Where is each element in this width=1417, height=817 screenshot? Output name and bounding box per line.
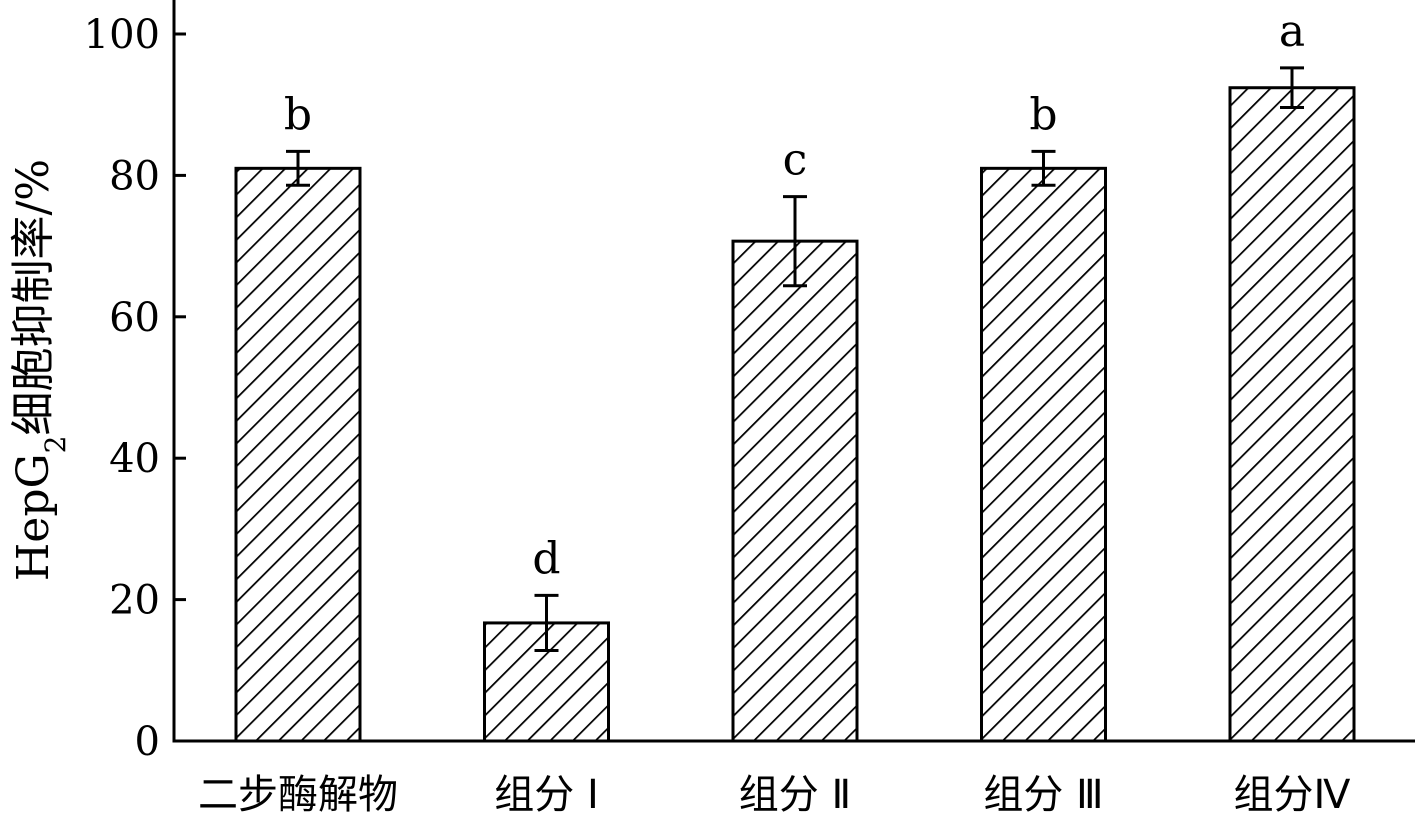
- y-axis-label-rest: 细胞抑制率/%: [8, 159, 59, 436]
- y-axis-label: HepG2细胞抑制率/%: [8, 159, 72, 581]
- labels: b 二步酶解物 d 组分 Ⅰ c 组分 Ⅱ b 组分 Ⅲ a 组分Ⅳ: [198, 6, 1351, 817]
- significance-label: b: [284, 89, 312, 140]
- x-category-label: 二步酶解物: [198, 772, 398, 817]
- y-axis-label-main: HepG: [8, 453, 59, 581]
- y-axis-label-subscript: 2: [39, 436, 72, 454]
- significance-label: b: [1029, 89, 1057, 140]
- y-tick-label: 0: [135, 719, 160, 765]
- bar: [980, 166, 1107, 743]
- significance-label: c: [783, 135, 808, 186]
- y-tick-label: 40: [109, 436, 160, 482]
- bar: [234, 166, 362, 743]
- x-category-label: 组分 Ⅱ: [739, 772, 851, 817]
- significance-label: a: [1279, 6, 1305, 57]
- axes: 0 20 40 60 80 100: [84, 0, 1415, 765]
- x-category-label: 组分 Ⅲ: [983, 772, 1103, 817]
- bar: [1228, 86, 1356, 743]
- y-tick-label: 100: [84, 12, 160, 58]
- y-tick-label: 80: [109, 153, 160, 199]
- significance-label: d: [532, 533, 560, 584]
- y-tick-label: 60: [109, 295, 160, 341]
- bar: [731, 239, 859, 743]
- y-tick-label: 20: [109, 578, 160, 624]
- x-category-label: 组分 Ⅰ: [494, 772, 599, 817]
- x-category-label: 组分Ⅳ: [1234, 772, 1351, 817]
- bars: [234, 66, 1356, 743]
